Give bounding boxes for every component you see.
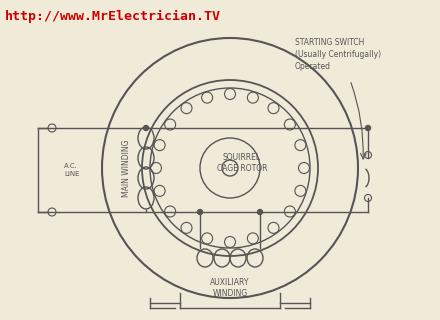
Circle shape bbox=[143, 125, 149, 131]
Text: A.C.
LINE: A.C. LINE bbox=[64, 163, 80, 177]
Circle shape bbox=[198, 210, 202, 214]
Text: http://www.MrElectrician.TV: http://www.MrElectrician.TV bbox=[5, 10, 221, 23]
Circle shape bbox=[257, 210, 263, 214]
Text: AUXILIARY
WINDING: AUXILIARY WINDING bbox=[210, 278, 250, 298]
Text: SQUIRREL
CAGE ROTOR: SQUIRREL CAGE ROTOR bbox=[217, 153, 267, 173]
Circle shape bbox=[366, 125, 370, 131]
Text: MAIN WINDING: MAIN WINDING bbox=[121, 139, 131, 197]
Text: STARTING SWITCH
(Usually Centrifugally)
Operated: STARTING SWITCH (Usually Centrifugally) … bbox=[295, 38, 381, 71]
